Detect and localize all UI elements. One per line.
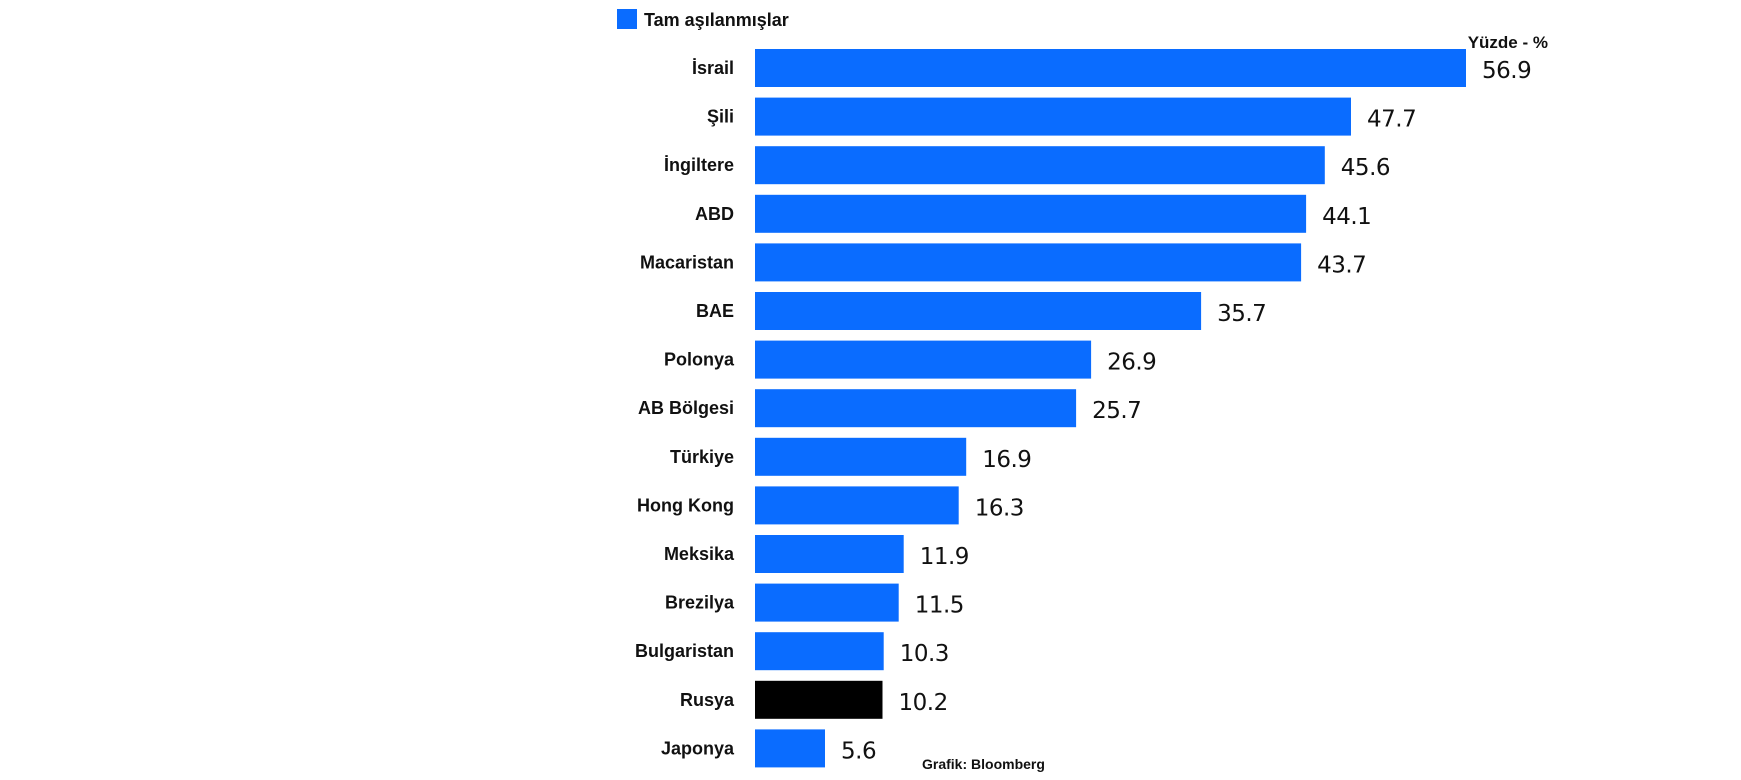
value-label: 11.9 xyxy=(920,544,969,570)
unit-label: Yüzde - % xyxy=(1468,33,1548,52)
source-label: Grafik: Bloomberg xyxy=(922,756,1045,772)
value-label: 5.6 xyxy=(841,738,876,764)
legend-swatch xyxy=(617,9,637,29)
legend: Tam aşılanmışlar xyxy=(617,9,789,30)
bar xyxy=(755,632,884,671)
value-label: 16.9 xyxy=(982,447,1031,473)
category-label: AB Bölgesi xyxy=(638,398,734,418)
value-label: 25.7 xyxy=(1092,398,1141,424)
category-label: Japonya xyxy=(661,738,735,758)
value-label: 16.3 xyxy=(975,495,1024,521)
category-label: İngiltere xyxy=(664,155,734,175)
value-label: 26.9 xyxy=(1107,350,1156,376)
bar xyxy=(755,292,1202,330)
legend-label: Tam aşılanmışlar xyxy=(644,10,789,30)
bars-group: İsrail 56.9 Şili 47.7 İngiltere 45.6 ABD 44.1 Ma… xyxy=(635,49,1532,768)
value-label: 10.3 xyxy=(900,641,949,667)
value-label: 10.2 xyxy=(899,690,948,716)
category-label: Rusya xyxy=(680,690,735,710)
category-label: Meksika xyxy=(664,544,735,564)
bar xyxy=(755,729,825,768)
value-label: 35.7 xyxy=(1217,301,1266,327)
bar xyxy=(755,243,1302,282)
category-label: Brezilya xyxy=(665,593,735,613)
bar xyxy=(755,146,1325,185)
category-label: BAE xyxy=(696,301,734,321)
bar xyxy=(755,389,1077,428)
bar xyxy=(755,535,904,573)
bar xyxy=(755,680,883,719)
bar xyxy=(755,437,967,476)
category-label: İsrail xyxy=(692,58,734,78)
category-label: Türkiye xyxy=(670,447,734,467)
bar xyxy=(755,340,1092,379)
value-label: 44.1 xyxy=(1322,204,1371,230)
bar xyxy=(755,486,959,525)
value-label: 56.9 xyxy=(1482,58,1531,84)
category-label: ABD xyxy=(695,204,734,224)
category-label: Macaristan xyxy=(640,252,734,272)
bar xyxy=(755,49,1466,87)
category-label: Şili xyxy=(707,107,734,127)
value-label: 11.5 xyxy=(915,593,964,619)
value-label: 47.7 xyxy=(1367,107,1416,133)
category-label: Hong Kong xyxy=(637,495,734,515)
bar xyxy=(755,97,1351,136)
category-label: Bulgaristan xyxy=(635,641,734,661)
category-label: Polonya xyxy=(664,350,735,370)
value-label: 43.7 xyxy=(1317,252,1366,278)
bar xyxy=(755,583,899,622)
value-label: 45.6 xyxy=(1341,155,1390,181)
bar xyxy=(755,194,1307,233)
